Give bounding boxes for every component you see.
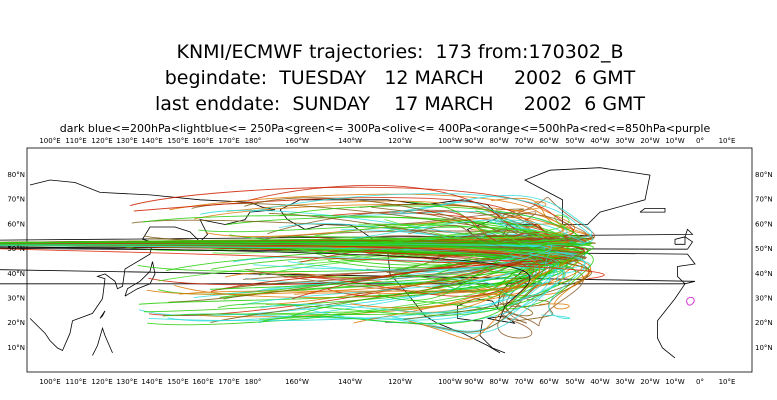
- coastline: [639, 207, 666, 213]
- lon-label-top: 120°W: [388, 137, 412, 145]
- lon-label-bottom: 50°W: [565, 378, 584, 386]
- lat-label-left: 20°N: [7, 319, 25, 327]
- lon-label-top: 100°W: [438, 137, 462, 145]
- lon-label-top: 140°E: [141, 137, 162, 145]
- lon-label-top: 40°W: [590, 137, 609, 145]
- trajectory: [0, 243, 555, 300]
- lon-label-bottom: 0°: [696, 378, 704, 386]
- lat-label-left: 10°N: [7, 344, 25, 352]
- lon-label-top: 20°W: [640, 137, 659, 145]
- lon-label-bottom: 70°W: [514, 378, 533, 386]
- lon-label-top: 170°E: [218, 137, 239, 145]
- lon-label-top: 30°W: [615, 137, 634, 145]
- lon-label-top: 50°W: [565, 137, 584, 145]
- lat-label-right: 40°N: [755, 270, 773, 278]
- lon-label-top: 0°: [696, 137, 704, 145]
- lat-label-right: 50°N: [755, 245, 773, 253]
- lat-label-right: 80°N: [755, 171, 773, 179]
- coastline: [92, 326, 113, 356]
- lon-label-bottom: 60°W: [539, 378, 558, 386]
- trajectory: [0, 241, 546, 325]
- lat-label-left: 50°N: [7, 245, 25, 253]
- lon-label-bottom: 40°W: [590, 378, 609, 386]
- lon-label-top: 100°E: [39, 137, 60, 145]
- lon-label-top: 60°W: [539, 137, 558, 145]
- lon-label-top: 160°W: [285, 137, 309, 145]
- lon-label-top: 10°E: [719, 137, 736, 145]
- lon-label-bottom: 160°W: [285, 378, 309, 386]
- lon-label-top: 130°E: [116, 137, 137, 145]
- lon-label-top: 80°W: [489, 137, 508, 145]
- lon-label-bottom: 20°W: [640, 378, 659, 386]
- lon-label-top: 140°W: [338, 137, 362, 145]
- trajectory: [0, 244, 560, 322]
- lat-label-left: 70°N: [7, 196, 25, 204]
- trajectories: [0, 184, 695, 340]
- lat-label-right: 60°N: [755, 220, 773, 228]
- end-date: last enddate: SUNDAY 17 MARCH 2002 6 GMT: [155, 93, 645, 115]
- lon-label-bottom: 90°W: [464, 378, 483, 386]
- lon-label-bottom: 100°E: [39, 378, 60, 386]
- graticule-labels: 100°E 100°E 110°E 110°E 120°E 120°E 130°E 130°E…: [7, 137, 772, 386]
- lon-label-bottom: 130°E: [116, 378, 137, 386]
- lon-label-top: 70°W: [514, 137, 533, 145]
- color-legend: dark blue<=200hPa<lightblue<= 250Pa<gree…: [60, 122, 711, 135]
- lon-label-bottom: 80°W: [489, 378, 508, 386]
- trajectory: [0, 246, 531, 319]
- trajectory: [0, 244, 584, 280]
- trajectory: [0, 243, 594, 290]
- begin-date: begindate: TUESDAY 12 MARCH 2002 6 GMT: [165, 67, 636, 89]
- lon-label-bottom: 140°W: [338, 378, 362, 386]
- lat-label-left: 80°N: [7, 171, 25, 179]
- lon-label-bottom: 10°E: [719, 378, 736, 386]
- lat-label-left: 30°N: [7, 295, 25, 303]
- trajectory: [0, 248, 605, 280]
- lon-label-top: 120°E: [91, 137, 112, 145]
- lon-label-top: 160°E: [192, 137, 213, 145]
- coastline: [0, 283, 686, 359]
- coastline: [674, 236, 686, 245]
- lon-label-bottom: 30°W: [615, 378, 634, 386]
- coastline: [0, 228, 694, 250]
- lon-label-bottom: 100°W: [438, 378, 462, 386]
- lon-label-bottom: 160°E: [192, 378, 213, 386]
- lon-label-bottom: 120°E: [91, 378, 112, 386]
- coastline: [124, 261, 156, 297]
- lon-label-bottom: 180°: [245, 378, 262, 386]
- lon-label-top: 10°W: [665, 137, 684, 145]
- lon-label-bottom: 10°W: [665, 378, 684, 386]
- lat-label-left: 40°N: [7, 270, 25, 278]
- lon-label-bottom: 170°E: [218, 378, 239, 386]
- lon-label-top: 150°E: [167, 137, 188, 145]
- coastline: [99, 310, 106, 319]
- lon-label-bottom: 150°E: [167, 378, 188, 386]
- lat-label-right: 30°N: [755, 295, 773, 303]
- lat-label-right: 10°N: [755, 344, 773, 352]
- title: KNMI/ECMWF trajectories: 173 from:170302…: [176, 41, 623, 63]
- lat-label-right: 70°N: [755, 196, 773, 204]
- lon-label-bottom: 120°W: [388, 378, 412, 386]
- lon-label-bottom: 140°E: [141, 378, 162, 386]
- lon-label-top: 180°: [245, 137, 262, 145]
- lat-label-left: 60°N: [7, 220, 25, 228]
- lon-label-top: 90°W: [464, 137, 483, 145]
- coastline: [0, 247, 696, 285]
- coastline: [524, 167, 651, 225]
- lon-label-top: 110°E: [65, 137, 86, 145]
- lon-label-bottom: 110°E: [65, 378, 86, 386]
- trajectory: [686, 296, 695, 306]
- trajectory: [0, 224, 533, 251]
- lat-label-right: 20°N: [755, 319, 773, 327]
